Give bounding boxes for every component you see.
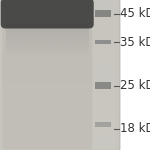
Bar <box>94 82 111 89</box>
Bar <box>94 40 111 44</box>
FancyBboxPatch shape <box>1 0 94 28</box>
Text: 18 kD: 18 kD <box>120 123 150 135</box>
Bar <box>94 122 111 127</box>
Bar <box>94 10 111 17</box>
Text: 35 kD: 35 kD <box>120 36 150 48</box>
Text: 45 kD: 45 kD <box>120 7 150 20</box>
FancyBboxPatch shape <box>2 1 92 149</box>
FancyBboxPatch shape <box>0 0 120 150</box>
Bar <box>94 40 111 44</box>
Text: 25 kD: 25 kD <box>120 79 150 92</box>
